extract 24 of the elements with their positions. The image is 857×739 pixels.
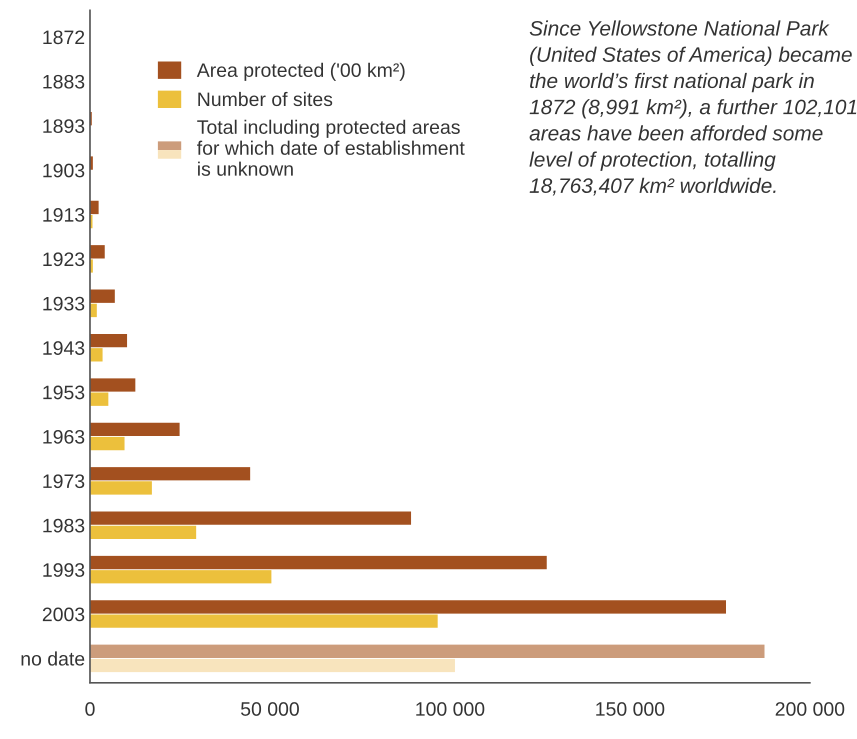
y-tick-label: 1923 bbox=[43, 252, 84, 266]
y-tick-label: 1893 bbox=[43, 119, 84, 133]
legend-label: Total including protected areas for which date of establishment is unknown bbox=[197, 120, 465, 176]
y-tick-label: 1943 bbox=[43, 341, 84, 355]
legend-label: Number of sites bbox=[198, 92, 332, 106]
y-tick-label: 1933 bbox=[43, 296, 84, 311]
y-tick-label: 1973 bbox=[43, 474, 84, 488]
y-tick-label: 1872 bbox=[43, 30, 84, 44]
x-tick-label: 0 bbox=[85, 702, 95, 716]
y-tick-label: 1983 bbox=[43, 518, 84, 532]
legend-label: Area protected ('00 km²) bbox=[196, 62, 405, 81]
y-tick-label: 1963 bbox=[43, 430, 84, 444]
y-tick-label: 2003 bbox=[42, 608, 84, 622]
x-tick-label: 200 000 bbox=[776, 702, 844, 716]
y-tick-label: 1953 bbox=[43, 386, 84, 400]
x-tick-label: 50 000 bbox=[241, 702, 299, 716]
y-tick-label: 1993 bbox=[43, 563, 84, 577]
y-tick-label: 1883 bbox=[43, 74, 84, 89]
x-tick-label: 150 000 bbox=[596, 702, 664, 716]
y-tick-label: 1913 bbox=[43, 208, 84, 222]
annotation: Since Yellowstone National Park (United States of America) became the world’s first national park in 1872 (8,991 km²), a further 102,101 areas have been afforded some level of protection, totalling 18,763,407 km² worldwide. bbox=[529, 20, 856, 196]
y-tick-label: no date bbox=[22, 651, 84, 666]
x-tick-label: 100 000 bbox=[416, 702, 484, 716]
y-tick-label: 1903 bbox=[43, 164, 84, 178]
